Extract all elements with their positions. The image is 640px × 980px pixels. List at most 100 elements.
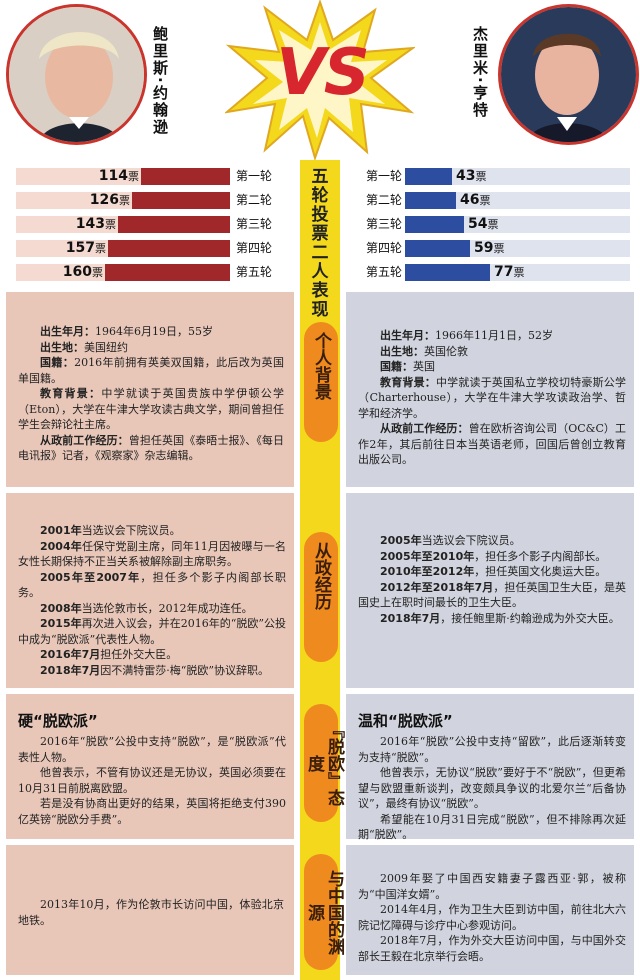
johnson-round-label: 第三轮 — [236, 217, 273, 231]
vote-unit: 票 — [513, 266, 525, 279]
vote-unit: 票 — [105, 218, 116, 231]
johnson-brexit-text: 2016年“脱欧”公投中支持“脱欧”，是“脱欧派”代表性人物。 他曾表示，不管有协… — [18, 734, 286, 827]
item-value: 中学就读于英国贵族中学伊顿公学（Eton），大学在牛津大学攻读古典文学，期间曾担… — [18, 387, 285, 431]
hunt-round-label: 第四轮 — [366, 241, 403, 255]
item-value: 英国 — [413, 360, 435, 373]
background-item: 出生地：英国伦敦 — [358, 344, 626, 360]
item-key: 国籍： — [40, 356, 75, 369]
career-item: 2010年至2012年，担任英国文化奥运大臣。 — [358, 564, 626, 580]
hunt-vote-bar-fill — [405, 216, 464, 233]
vote-count: 77 — [494, 264, 514, 280]
vote-count: 46 — [460, 192, 480, 208]
johnson-vote-value: 114票 — [96, 168, 141, 185]
vote-title: 五轮投票二人表现 — [311, 167, 329, 320]
hunt-brexit-text: 2016年“脱欧”公投中支持“留欧”，此后逐渐转变为支持“脱欧”。 他曾表示，无协… — [358, 734, 626, 843]
johnson-brexit-content: 硬“脱欧派” 2016年“脱欧”公投中支持“脱欧”，是“脱欧派”代表性人物。 他曾… — [6, 694, 294, 827]
johnson-brexit-stance: 硬“脱欧派” — [18, 712, 98, 730]
vote-count: 126 — [89, 192, 119, 208]
item-key: 2005年至2007年 — [40, 570, 141, 584]
section-label-text: 个人背景 — [311, 332, 331, 400]
johnson-vote-bar-fill — [132, 192, 230, 209]
hunt-vote-value: 77票 — [492, 264, 526, 281]
china-paragraph: 2014年4月，作为卫生大臣到访中国，前往北大六院记忆障碍与诊疗中心参观访问。 — [358, 903, 626, 932]
hunt-vote-value: 46票 — [458, 192, 492, 209]
item-value: 1964年6月19日，55岁 — [95, 325, 213, 338]
hunt-china-text: 2009年娶了中国西安籍妻子露西亚·郭，被称为“中国洋女婿”。 2014年4月，作… — [346, 845, 634, 964]
left-candidate-name: 鲍里斯·约翰逊 — [151, 26, 169, 136]
item-key: 出生年月： — [380, 329, 435, 342]
item-key: 2001年 — [40, 524, 82, 537]
section-label-text: 从政经历 — [311, 542, 331, 610]
item-value: 因不满特雷莎·梅“脱欧”协议辞职。 — [100, 663, 270, 677]
hunt-brexit-panel: 温和“脱欧派” 2016年“脱欧”公投中支持“留欧”，此后逐渐转变为支持“脱欧”… — [346, 694, 634, 841]
item-value: ，担任英国文化奥运大臣。 — [474, 565, 607, 578]
career-item: 2012年至2018年7月，担任英国卫生大臣，是英国史上在职时间最长的卫生大臣。 — [358, 580, 626, 611]
hunt-career-text: 2005年当选议会下院议员。 2005年至2010年，担任多个影子内阁部长。 201… — [346, 493, 634, 626]
background-item: 出生年月：1966年11月1日，52岁 — [358, 328, 626, 344]
career-item: 2004年任保守党副主席，同年11月因被曝与一名女性长期保持不正当关系被解除副主… — [18, 539, 286, 570]
johnson-round-label: 第五轮 — [236, 265, 273, 279]
item-value: ，担任英国卫生大臣，是英国史上在职时间最长的卫生大臣。 — [358, 580, 627, 610]
background-item: 教育背景：中学就读于英国私立学校切特豪斯公学（Charterhouse），大学在… — [358, 375, 626, 422]
johnson-background-panel: 出生年月：1964年6月19日，55岁 出生地：美国纽约 国籍：2016年前拥有英美… — [6, 292, 294, 487]
hunt-vote-bar-fill — [405, 240, 470, 257]
item-key: 从政前工作经历： — [380, 422, 469, 435]
johnson-vote-value: 126票 — [87, 192, 132, 209]
johnson-vote-bar-fill — [141, 168, 230, 185]
hunt-brexit-stance: 温和“脱欧派” — [358, 712, 453, 730]
vote-unit: 票 — [95, 242, 106, 255]
item-value: 当选议会下院议员。 — [421, 534, 521, 547]
career-item: 2005年至2010年，担任多个影子内阁部长。 — [358, 549, 626, 565]
hunt-round-label: 第一轮 — [366, 169, 403, 183]
item-key: 2010年至2012年 — [380, 565, 475, 578]
item-value: ，担任多个影子内阁部长职务。 — [18, 570, 287, 600]
career-item: 2015年再次进入议会，并在2016年的“脱欧”公投中成为“脱欧派”代表性人物。 — [18, 616, 286, 647]
johnson-vote-bar: 157票 — [16, 240, 230, 257]
item-key: 2005年 — [380, 534, 422, 547]
hunt-vote-value: 54票 — [466, 216, 500, 233]
brexit-paragraph: 2016年“脱欧”公投中支持“留欧”，此后逐渐转变为支持“脱欧”。 — [358, 735, 626, 764]
brexit-paragraph: 他曾表示，无协议“脱欧”要好于不“脱欧”，但更希望与欧盟重新谈判，改变颇具争议的… — [358, 766, 626, 810]
hunt-round-label: 第二轮 — [366, 193, 403, 207]
section-label-text: 『脱欧』态度 — [304, 720, 344, 806]
johnson-vote-value: 143票 — [73, 216, 118, 233]
career-item: 2005年当选议会下院议员。 — [358, 533, 626, 549]
item-value: ，担任多个影子内阁部长。 — [474, 549, 607, 563]
item-value: 当选议会下院议员。 — [81, 524, 181, 537]
johnson-career-panel: 2001年当选议会下院议员。 2004年任保守党副主席，同年11月因被曝与一名女性… — [6, 493, 294, 688]
johnson-portrait — [6, 4, 147, 145]
vote-unit: 票 — [493, 242, 505, 255]
item-value: 英国伦敦 — [424, 344, 468, 358]
hunt-vote-bar-fill — [405, 192, 456, 209]
right-candidate-name: 杰里米·亨特 — [471, 26, 489, 119]
vote-count: 54 — [468, 216, 488, 232]
vote-unit: 票 — [487, 218, 499, 231]
item-key: 2005年至2010年 — [380, 549, 475, 563]
vs-text: VS — [276, 36, 370, 110]
johnson-career-text: 2001年当选议会下院议员。 2004年任保守党副主席，同年11月因被曝与一名女性… — [6, 493, 294, 678]
item-value: 曾在欧析咨询公司（OC&C）工作2年，其后前往日本当英语老师，回国后曾创立教育出… — [358, 422, 626, 466]
hunt-background-panel: 出生年月：1966年11月1日，52岁 出生地：英国伦敦 国籍：英国 教育背景：中学就… — [346, 292, 634, 487]
item-value: 再次进入议会，并在2016年的“脱欧”公投中成为“脱欧派”代表性人物。 — [18, 617, 286, 646]
hunt-portrait — [498, 4, 639, 145]
johnson-china-panel: 2013年10月，作为伦敦市长访问中国，体验北京地铁。 — [6, 845, 294, 975]
item-value: ，接任鲍里斯·约翰逊成为外交大臣。 — [440, 611, 620, 625]
section-label-career: 从政经历 — [304, 532, 338, 662]
career-item: 2001年当选议会下院议员。 — [18, 523, 286, 539]
item-value: 中学就读于英国私立学校切特豪斯公学（Charterhouse），大学在牛津大学攻… — [358, 375, 626, 420]
johnson-vote-bar-fill — [118, 216, 230, 233]
item-key: 2004年 — [40, 539, 82, 553]
hunt-career-panel: 2005年当选议会下院议员。 2005年至2010年，担任多个影子内阁部长。 201… — [346, 493, 634, 688]
item-key: 出生年月： — [40, 325, 95, 338]
hunt-vote-bar-fill — [405, 168, 452, 185]
section-label-personal: 个人背景 — [304, 322, 338, 442]
china-paragraph: 2018年7月，作为外交大臣访问中国，与中国外交部长王毅在北京举行会晤。 — [358, 934, 626, 963]
brexit-paragraph: 他曾表示，不管有协议还是无协议，英国必须要在10月31日前脱离欧盟。 — [18, 766, 286, 795]
vote-count: 160 — [62, 264, 92, 280]
career-item: 2008年当选伦敦市长，2012年成功连任。 — [18, 601, 286, 617]
item-key: 2012年至2018年7月 — [380, 580, 494, 594]
johnson-vote-bar: 160票 — [16, 264, 230, 281]
item-key: 2018年7月 — [380, 611, 441, 625]
vote-unit: 票 — [119, 194, 130, 207]
career-item: 2005年至2007年，担任多个影子内阁部长职务。 — [18, 570, 286, 601]
